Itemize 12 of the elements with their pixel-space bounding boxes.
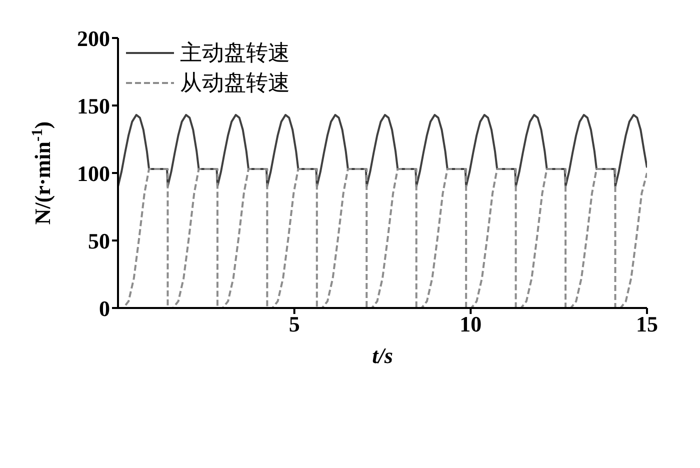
- x-tick-label: 10: [460, 312, 482, 337]
- y-tick-label: 50: [88, 228, 110, 254]
- legend-label: 从动盘转速: [180, 69, 290, 97]
- y-tick-label: 0: [99, 296, 110, 321]
- x-axis-title: t/s: [372, 343, 393, 368]
- x-tick-label: 5: [288, 312, 300, 337]
- y-tick-label: 100: [77, 160, 110, 186]
- y-tick-label: 150: [77, 93, 110, 118]
- legend-label: 主动盘转速: [180, 39, 290, 67]
- x-tick-label: 15: [636, 312, 658, 337]
- y-tick-label: 200: [77, 26, 110, 51]
- line-series: [118, 114, 647, 188]
